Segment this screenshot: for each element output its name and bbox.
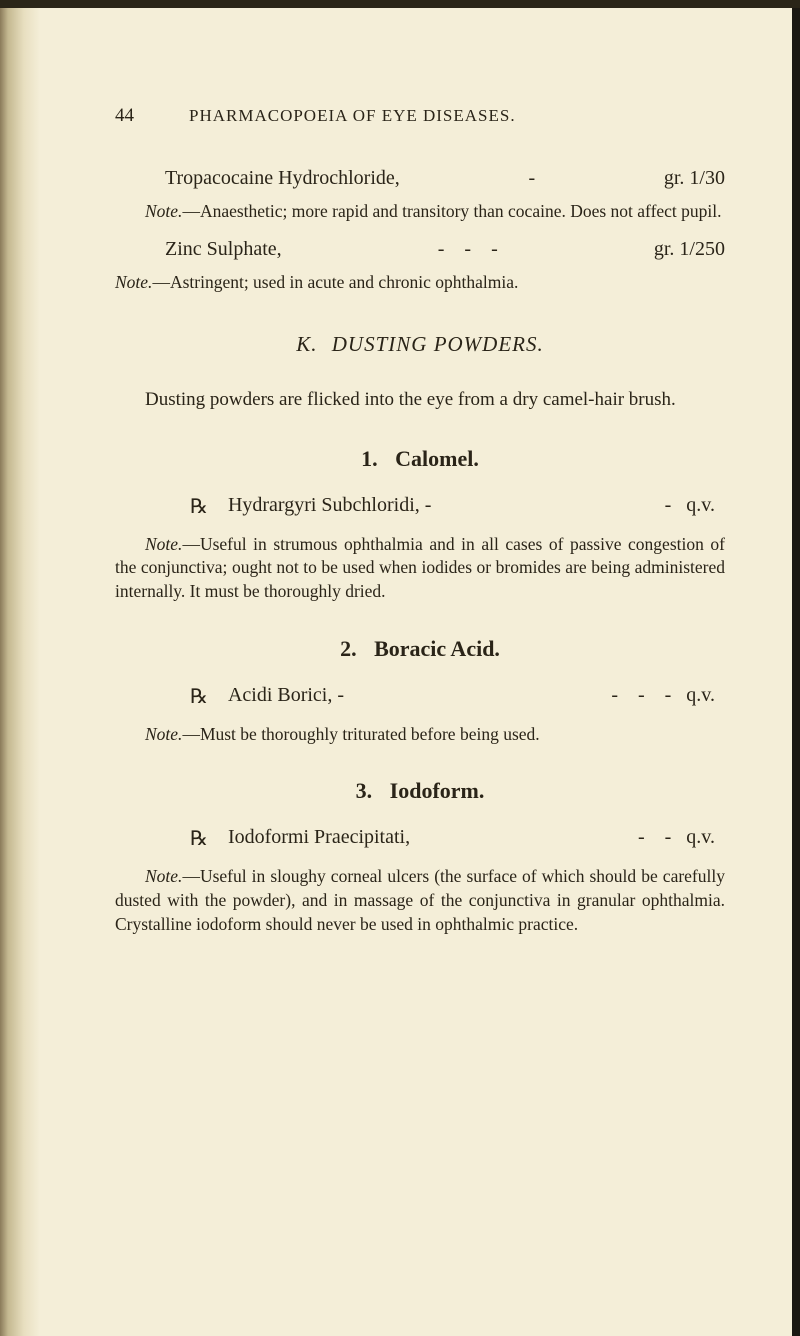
note-body: —Anaesthetic; more rapid and transitory … bbox=[182, 201, 721, 221]
page-content: 44 PHARMACOPOEIA OF EYE DISEASES. Tropac… bbox=[115, 105, 725, 950]
rx-dash: - - - bbox=[611, 684, 671, 709]
rx-qty: q.v. bbox=[686, 684, 715, 709]
drug-name: Tropacocaine Hydrochloride, bbox=[165, 167, 400, 190]
note-label: Note. bbox=[115, 272, 152, 292]
page-binding-edge bbox=[0, 0, 40, 1336]
drug-dash: - - - bbox=[438, 238, 498, 261]
item-number: 1. bbox=[361, 446, 378, 471]
item-number: 2. bbox=[340, 636, 357, 661]
rx-symbol: ℞ bbox=[190, 494, 208, 519]
rx-name: Iodoformi Praecipitati, bbox=[228, 826, 638, 851]
page-header: 44 PHARMACOPOEIA OF EYE DISEASES. bbox=[115, 105, 725, 127]
item-note-calomel: Note.—Useful in strumous ophthalmia and … bbox=[115, 533, 725, 604]
drug-entry-zinc: Zinc Sulphate, - - - gr. 1/250 bbox=[115, 238, 725, 261]
item-note-iodoform: Note.—Useful in sloughy corneal ulcers (… bbox=[115, 865, 725, 936]
rx-name: Hydrargyri Subchloridi, - bbox=[228, 494, 665, 519]
item-title: Calomel. bbox=[395, 446, 479, 471]
page-top-edge bbox=[0, 0, 800, 8]
drug-note-zinc: Note.—Astringent; used in acute and chro… bbox=[115, 271, 725, 295]
page-title: PHARMACOPOEIA OF EYE DISEASES. bbox=[189, 106, 516, 126]
section-intro: Dusting powders are flicked into the eye… bbox=[115, 387, 725, 414]
note-body: —Useful in sloughy corneal ulcers (the s… bbox=[115, 866, 725, 933]
rx-symbol: ℞ bbox=[190, 684, 208, 709]
section-header: K. DUSTING POWDERS. bbox=[115, 332, 725, 357]
note-body: —Useful in strumous ophthalmia and in al… bbox=[115, 534, 725, 601]
rx-qty: q.v. bbox=[686, 494, 715, 519]
note-body: —Must be thoroughly triturated before be… bbox=[182, 724, 539, 744]
note-label: Note. bbox=[145, 534, 182, 554]
drug-entry-tropacocaine: Tropacocaine Hydrochloride, - gr. 1/30 bbox=[115, 167, 725, 190]
note-label: Note. bbox=[145, 201, 182, 221]
drug-dose: gr. 1/30 bbox=[664, 167, 725, 190]
drug-note-tropacocaine: Note.—Anaesthetic; more rapid and transi… bbox=[115, 200, 725, 224]
rx-line-calomel: ℞ Hydrargyri Subchloridi, - - q.v. bbox=[115, 494, 725, 519]
rx-line-boracic: ℞ Acidi Borici, - - - - q.v. bbox=[115, 684, 725, 709]
item-header-calomel: 1. Calomel. bbox=[115, 446, 725, 472]
page-right-edge bbox=[792, 0, 800, 1336]
rx-line-iodoform: ℞ Iodoformi Praecipitati, - - q.v. bbox=[115, 826, 725, 851]
item-number: 3. bbox=[356, 778, 373, 803]
item-title: Iodoform. bbox=[390, 778, 485, 803]
rx-symbol: ℞ bbox=[190, 826, 208, 851]
note-label: Note. bbox=[145, 866, 182, 886]
rx-dash: - bbox=[665, 494, 672, 519]
drug-name: Zinc Sulphate, bbox=[165, 238, 282, 261]
section-title: DUSTING POWDERS. bbox=[332, 332, 544, 356]
rx-name: Acidi Borici, - bbox=[228, 684, 611, 709]
rx-qty: q.v. bbox=[686, 826, 715, 851]
item-note-boracic: Note.—Must be thoroughly triturated befo… bbox=[115, 723, 725, 747]
rx-dash: - - bbox=[638, 826, 671, 851]
page-number: 44 bbox=[115, 105, 134, 127]
drug-dose: gr. 1/250 bbox=[654, 238, 725, 261]
item-title: Boracic Acid. bbox=[374, 636, 500, 661]
item-header-boracic: 2. Boracic Acid. bbox=[115, 636, 725, 662]
item-header-iodoform: 3. Iodoform. bbox=[115, 778, 725, 804]
note-label: Note. bbox=[145, 724, 182, 744]
section-roman: K. bbox=[296, 332, 317, 356]
drug-dash: - bbox=[528, 167, 535, 190]
note-body: —Astringent; used in acute and chronic o… bbox=[152, 272, 518, 292]
